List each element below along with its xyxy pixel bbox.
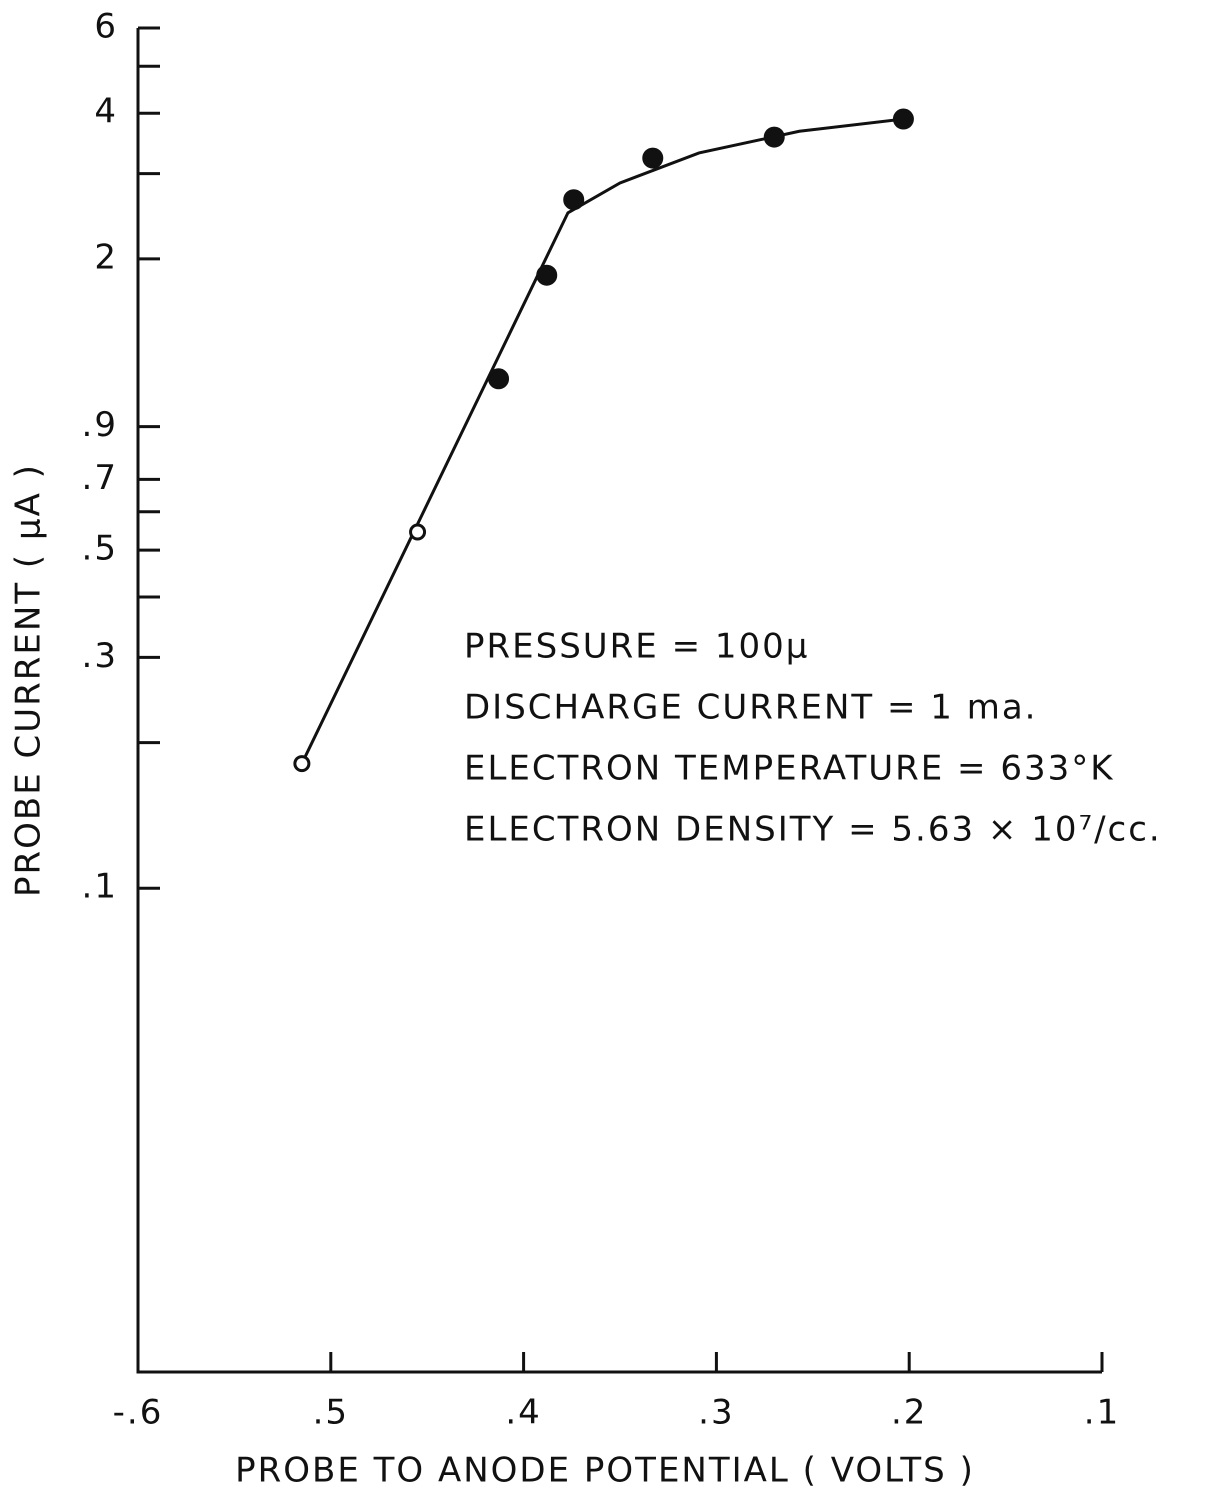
y-tick-label: 6 [94,7,118,47]
annotation: PRESSURE = 100μ [464,627,809,667]
y-tick-label: .3 [82,636,118,676]
data-point [488,368,510,390]
y-tick-label: 2 [94,237,118,277]
annotation: DISCHARGE CURRENT = 1 ma. [464,688,1037,728]
data-point [536,264,558,286]
data-point [892,108,914,130]
x-tick-label: .5 [313,1393,349,1433]
y-axis-label: PROBE CURRENT ( μA ) [9,463,49,897]
annotation: ELECTRON DENSITY = 5.63 × 10⁷/cc. [464,810,1162,850]
data-point [409,523,427,541]
y-tick-label: .9 [82,405,118,445]
y-tick-label: .5 [82,529,118,569]
x-axis-label: PROBE TO ANODE POTENTIAL ( VOLTS ) [235,1451,975,1491]
annotation: ELECTRON TEMPERATURE = 633°K [464,749,1115,789]
y-tick-label: .1 [82,867,118,907]
fit-line [300,117,904,765]
x-tick-label: -.6 [113,1393,164,1433]
x-tick-label: .2 [891,1393,927,1433]
x-tick-label: .4 [505,1393,541,1433]
data-point [563,189,585,211]
x-tick-label: .3 [698,1393,734,1433]
data-point [293,755,311,773]
data-point [642,147,664,169]
y-tick-label: .7 [82,458,118,498]
y-tick-label: 4 [94,92,118,132]
x-tick-label: .1 [1084,1393,1120,1433]
data-point [763,126,785,148]
